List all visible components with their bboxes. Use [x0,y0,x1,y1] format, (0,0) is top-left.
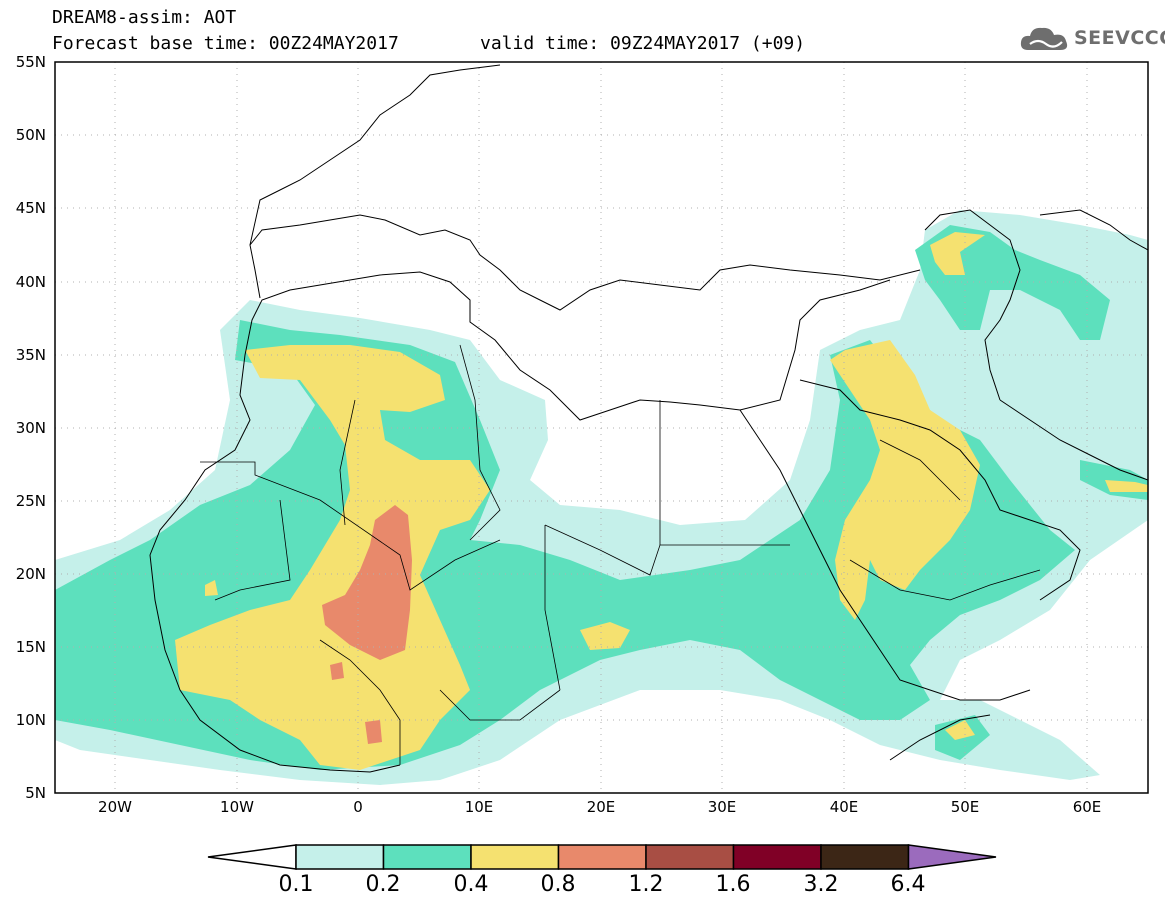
colorbar-label-0.2: 0.2 [365,872,401,897]
colorbar-swatch-2 [382,844,472,870]
logo-text: SEEVCCC [1074,27,1165,49]
aot-level-0.8 [322,505,412,744]
lat-label-35n: 35N [15,346,46,364]
colorbar-low-arrow [207,844,297,870]
lat-label-5n: 5N [25,784,46,802]
lat-label-50n: 50N [15,126,46,144]
graticule [55,62,1148,793]
colorbar-label-6.4: 6.4 [890,872,926,897]
lat-label-25n: 25N [15,492,46,510]
lat-label-40n: 40N [15,273,46,291]
aot-level-0.4 [175,232,1148,770]
colorbar-swatch-7 [820,844,910,870]
lon-label-20w: 20W [98,798,132,816]
colorbar-label-3.2: 3.2 [803,872,839,897]
forecast-base-time: Forecast base time: 00Z24MAY2017 [52,33,399,54]
colorbar [207,844,997,870]
lon-label-0: 0 [353,798,363,816]
lon-label-10e: 10E [464,798,494,816]
colorbar-label-0.8: 0.8 [540,872,576,897]
lon-label-60e: 60E [1072,798,1102,816]
borders [200,344,1041,765]
lon-label-10w: 10W [220,798,254,816]
lon-label-40e: 40E [829,798,859,816]
colorbar-label-1.2: 1.2 [628,872,664,897]
lat-label-20n: 20N [15,565,46,583]
colorbar-swatch-1 [295,844,385,870]
colorbar-label-0.4: 0.4 [453,872,489,897]
lon-label-20e: 20E [586,798,616,816]
colorbar-swatch-4 [557,844,647,870]
colorbar-label-1.6: 1.6 [715,872,751,897]
colorbar-high-arrow [907,844,997,870]
cloud-icon [1020,27,1068,50]
lat-label-30n: 30N [15,419,46,437]
lat-label-55n: 55N [15,53,46,71]
map-title: DREAM8-assim: AOT [52,7,237,28]
lon-label-30e: 30E [707,798,737,816]
lat-label-15n: 15N [15,638,46,656]
map-frame [54,61,1149,794]
colorbar-swatch-6 [732,844,822,870]
lat-label-10n: 10N [15,711,46,729]
lon-label-50e: 50E [950,798,980,816]
valid-time: valid time: 09Z24MAY2017 (+09) [480,33,806,54]
colorbar-swatch-3 [470,844,560,870]
colorbar-swatch-5 [645,844,735,870]
lat-label-45n: 45N [15,199,46,217]
colorbar-label-0.1: 0.1 [278,872,314,897]
logo: SEEVCCC [1018,22,1165,56]
coastlines [149,64,1148,773]
